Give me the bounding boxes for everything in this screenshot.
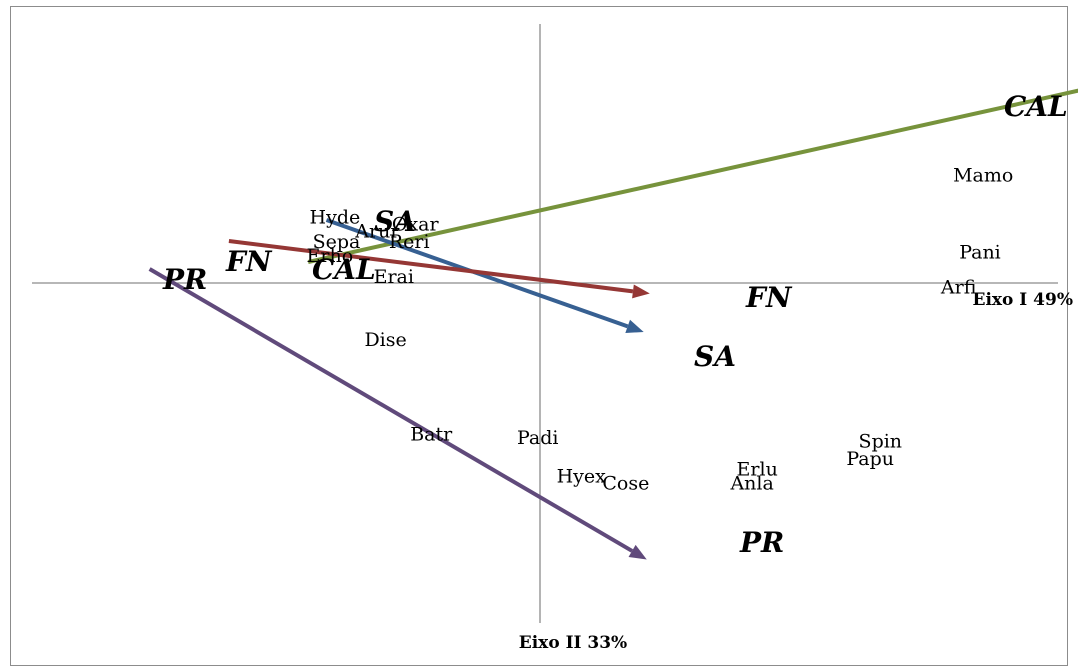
species-label: Cose	[602, 473, 649, 495]
species-label: Dise	[364, 329, 406, 351]
species-label: Erlu	[737, 459, 778, 481]
species-label: Pani	[959, 242, 1001, 264]
species-label: Oxar	[392, 214, 440, 236]
species-label: Erai	[374, 266, 414, 288]
species-label: Papu	[846, 448, 894, 470]
vector-label-end: CAL	[1004, 90, 1068, 123]
species-label: Sepa	[313, 231, 361, 253]
vector-pr	[148, 267, 634, 553]
vector-label-end: SA	[694, 340, 736, 373]
vector-fn	[228, 239, 634, 294]
vector-label-start: SA	[374, 205, 416, 238]
vector-label-end: PR	[739, 526, 784, 559]
vector-group: CAL CAL SA SA FN FN PR PR	[148, 88, 1078, 560]
species-label: Hyde	[310, 207, 361, 229]
species-label: Anla	[729, 473, 773, 495]
vector-label-start: CAL	[312, 253, 376, 286]
vector-sa-arrowhead	[625, 319, 644, 333]
species-label: Hyex	[557, 466, 607, 488]
species-label: Reri	[389, 231, 430, 253]
x-axis-label: Eixo I 49%	[973, 290, 1074, 310]
species-label: Padi	[517, 427, 559, 449]
species-label: Arfi	[940, 277, 977, 299]
vector-label-start: PR	[162, 263, 207, 296]
y-axis-label: Eixo II 33%	[519, 633, 627, 653]
vector-cal	[307, 88, 1078, 264]
vector-fn-arrowhead	[632, 284, 650, 299]
vector-pr-arrowhead	[628, 544, 647, 560]
vector-label-end: FN	[745, 281, 793, 314]
species-label: Erho	[307, 245, 354, 267]
species-label: Batr	[410, 424, 453, 446]
species-label: Arur	[354, 221, 400, 243]
species-label: Mamo	[953, 165, 1013, 187]
vector-label-start: FN	[225, 245, 273, 278]
species-label: Spin	[859, 431, 903, 453]
